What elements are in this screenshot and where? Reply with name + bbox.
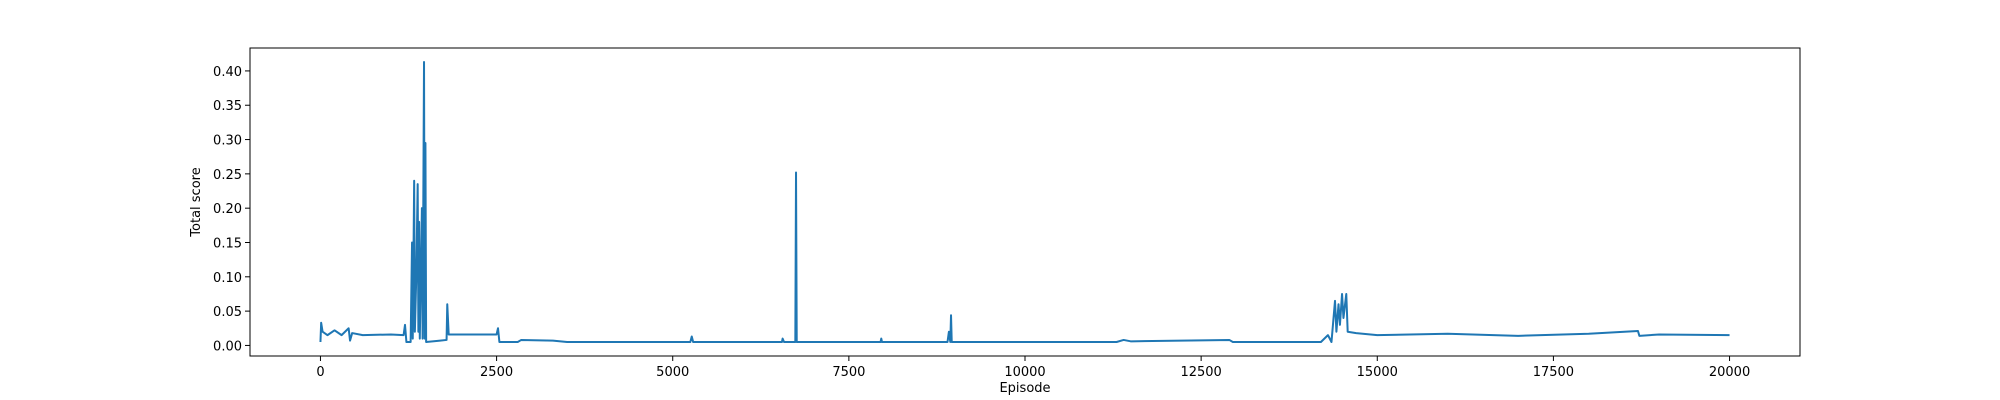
plot-frame: [249, 47, 1801, 357]
x-tick-label: 20000: [1709, 365, 1750, 380]
y-axis-label: Total score: [189, 167, 204, 237]
y-tick-label: 0.40: [213, 65, 242, 80]
y-tick-label: 0.05: [213, 305, 242, 320]
y-tick-label: 0.35: [213, 99, 242, 114]
y-tick-label: 0.00: [213, 339, 242, 354]
x-tick-label: 2500: [480, 365, 513, 380]
y-tick-label: 0.15: [213, 236, 242, 251]
x-tick-label: 15000: [1357, 365, 1398, 380]
x-tick-label: 0: [316, 365, 324, 380]
x-tick-label: 17500: [1533, 365, 1574, 380]
x-tick-label: 10000: [1004, 365, 1045, 380]
x-axis-label: Episode: [999, 381, 1050, 396]
x-tick-label: 12500: [1180, 365, 1221, 380]
x-tick-label: 7500: [832, 365, 865, 380]
x-tick-label: 5000: [656, 365, 689, 380]
y-tick-label: 0.25: [213, 168, 242, 183]
y-tick-label: 0.10: [213, 271, 242, 286]
y-tick-label: 0.30: [213, 134, 242, 149]
y-tick-label: 0.20: [213, 202, 242, 217]
data-line: [319, 61, 1730, 343]
